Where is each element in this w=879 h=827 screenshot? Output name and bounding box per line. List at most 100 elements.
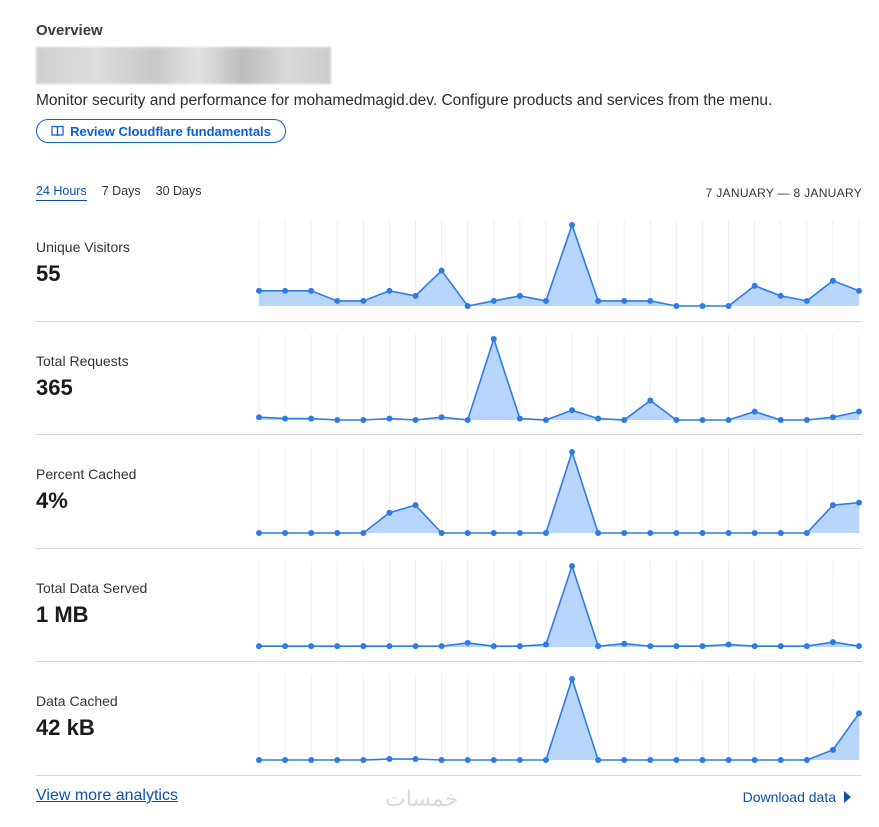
data-point[interactable] [256, 642, 262, 649]
data-point[interactable] [829, 638, 836, 645]
data-point[interactable] [621, 530, 628, 536]
data-point[interactable] [464, 757, 471, 763]
data-point[interactable] [516, 415, 523, 422]
data-point[interactable] [516, 292, 523, 299]
data-point[interactable] [751, 282, 758, 289]
data-point[interactable] [282, 415, 289, 422]
data-point[interactable] [490, 530, 497, 536]
data-point[interactable] [464, 639, 471, 646]
data-point[interactable] [464, 303, 471, 309]
data-point[interactable] [334, 642, 341, 649]
data-point[interactable] [595, 415, 602, 422]
data-point[interactable] [725, 303, 732, 309]
data-point[interactable] [308, 287, 315, 294]
data-point[interactable] [621, 416, 628, 423]
data-point[interactable] [777, 530, 784, 536]
download-data-button[interactable]: Download data [743, 789, 851, 805]
data-point[interactable] [803, 530, 810, 536]
data-point[interactable] [751, 642, 758, 649]
data-point[interactable] [569, 562, 576, 569]
data-point[interactable] [699, 416, 706, 423]
data-point[interactable] [360, 642, 367, 649]
data-point[interactable] [412, 642, 419, 649]
data-point[interactable] [751, 757, 758, 763]
data-point[interactable] [542, 530, 549, 536]
data-point[interactable] [334, 530, 341, 536]
data-point[interactable] [621, 757, 628, 763]
data-point[interactable] [412, 755, 419, 762]
data-point[interactable] [282, 757, 289, 763]
data-point[interactable] [490, 757, 497, 763]
data-point[interactable] [386, 509, 393, 516]
data-point[interactable] [308, 415, 315, 422]
data-point[interactable] [256, 530, 262, 536]
data-point[interactable] [386, 642, 393, 649]
data-point[interactable] [751, 530, 758, 536]
data-point[interactable] [438, 642, 445, 649]
data-point[interactable] [438, 267, 445, 274]
data-point[interactable] [438, 530, 445, 536]
data-point[interactable] [647, 642, 654, 649]
percent-cached-chart[interactable] [256, 447, 863, 539]
data-point[interactable] [282, 287, 289, 294]
data-point[interactable] [647, 757, 654, 763]
data-point[interactable] [595, 297, 602, 304]
data-point[interactable] [647, 396, 654, 403]
data-point[interactable] [621, 297, 628, 304]
data-point[interactable] [829, 277, 836, 284]
data-point[interactable] [438, 757, 445, 763]
data-point[interactable] [516, 757, 523, 763]
data-point[interactable] [595, 642, 602, 649]
data-point[interactable] [308, 530, 315, 536]
data-point[interactable] [282, 642, 289, 649]
data-point[interactable] [699, 757, 706, 763]
data-point[interactable] [803, 642, 810, 649]
data-point[interactable] [569, 449, 576, 455]
data-point[interactable] [856, 408, 862, 415]
data-point[interactable] [516, 642, 523, 649]
data-point[interactable] [803, 757, 810, 763]
data-point[interactable] [569, 406, 576, 413]
data-point[interactable] [699, 642, 706, 649]
data-point[interactable] [595, 757, 602, 763]
data-point[interactable] [308, 642, 315, 649]
data-point[interactable] [569, 222, 576, 228]
data-point[interactable] [595, 530, 602, 536]
review-fundamentals-button[interactable]: Review Cloudflare fundamentals [36, 119, 286, 143]
data-point[interactable] [464, 416, 471, 423]
data-point[interactable] [829, 502, 836, 509]
data-cached-chart[interactable] [256, 674, 863, 766]
data-point[interactable] [542, 757, 549, 763]
data-point[interactable] [334, 297, 341, 304]
data-point[interactable] [856, 642, 862, 649]
data-point[interactable] [360, 530, 367, 536]
data-point[interactable] [412, 502, 419, 509]
data-point[interactable] [256, 287, 262, 294]
data-point[interactable] [856, 287, 862, 294]
data-point[interactable] [308, 757, 315, 763]
data-point[interactable] [777, 757, 784, 763]
total-data-served-chart[interactable] [256, 560, 863, 653]
data-point[interactable] [386, 415, 393, 422]
data-point[interactable] [725, 757, 732, 763]
data-point[interactable] [673, 416, 680, 423]
data-point[interactable] [360, 757, 367, 763]
data-point[interactable] [621, 640, 628, 647]
data-point[interactable] [386, 755, 393, 762]
data-point[interactable] [829, 746, 836, 753]
data-point[interactable] [542, 416, 549, 423]
tab-30-days[interactable]: 30 Days [155, 184, 202, 198]
data-point[interactable] [803, 297, 810, 304]
data-point[interactable] [647, 297, 654, 304]
data-point[interactable] [438, 413, 445, 420]
view-more-analytics-link[interactable]: View more analytics [36, 787, 178, 804]
data-point[interactable] [412, 416, 419, 423]
data-point[interactable] [751, 408, 758, 415]
data-point[interactable] [464, 530, 471, 536]
data-point[interactable] [542, 641, 549, 648]
data-point[interactable] [777, 292, 784, 299]
data-point[interactable] [490, 642, 497, 649]
data-point[interactable] [673, 642, 680, 649]
data-point[interactable] [673, 530, 680, 536]
data-point[interactable] [360, 416, 367, 423]
